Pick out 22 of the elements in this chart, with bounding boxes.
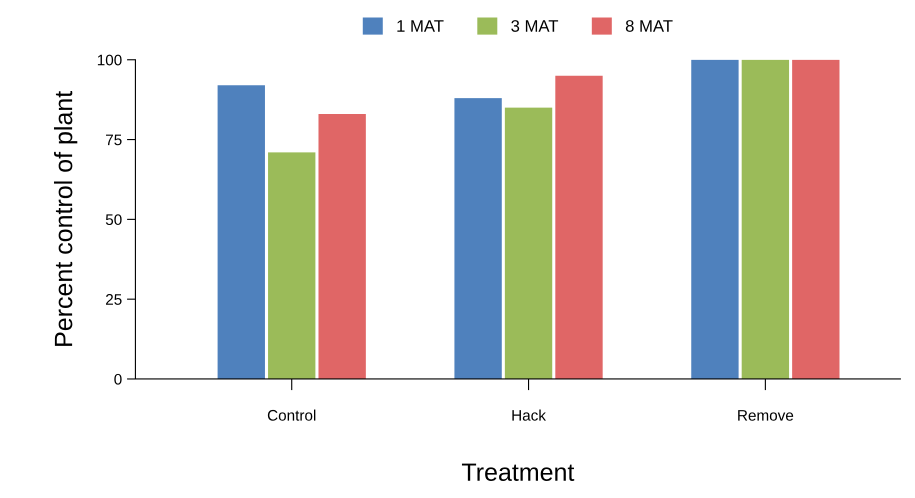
bar [318, 114, 366, 379]
x-tick-label: Control [268, 410, 316, 421]
bar [792, 60, 840, 379]
y-axis-title: Percent control of plant [54, 91, 78, 346]
legend-label: 3 MAT [511, 20, 558, 32]
bar [742, 60, 790, 379]
bar [691, 60, 739, 379]
bar [268, 152, 316, 379]
bar [504, 108, 552, 379]
legend-label: 8 MAT [626, 20, 673, 32]
x-tick-label: Remove [738, 410, 794, 421]
y-tick-label: 0 [114, 374, 122, 385]
x-tick-label: Hack [512, 410, 546, 421]
bar [454, 98, 502, 379]
legend-label: 1 MAT [397, 20, 444, 32]
y-tick-label: 100 [98, 54, 122, 66]
y-tick-label: 50 [106, 214, 122, 226]
bar [555, 76, 603, 379]
y-tick-label: 25 [106, 294, 122, 305]
x-axis-title: Treatment [462, 464, 574, 482]
y-tick-label: 75 [106, 134, 122, 146]
bar [218, 85, 265, 379]
